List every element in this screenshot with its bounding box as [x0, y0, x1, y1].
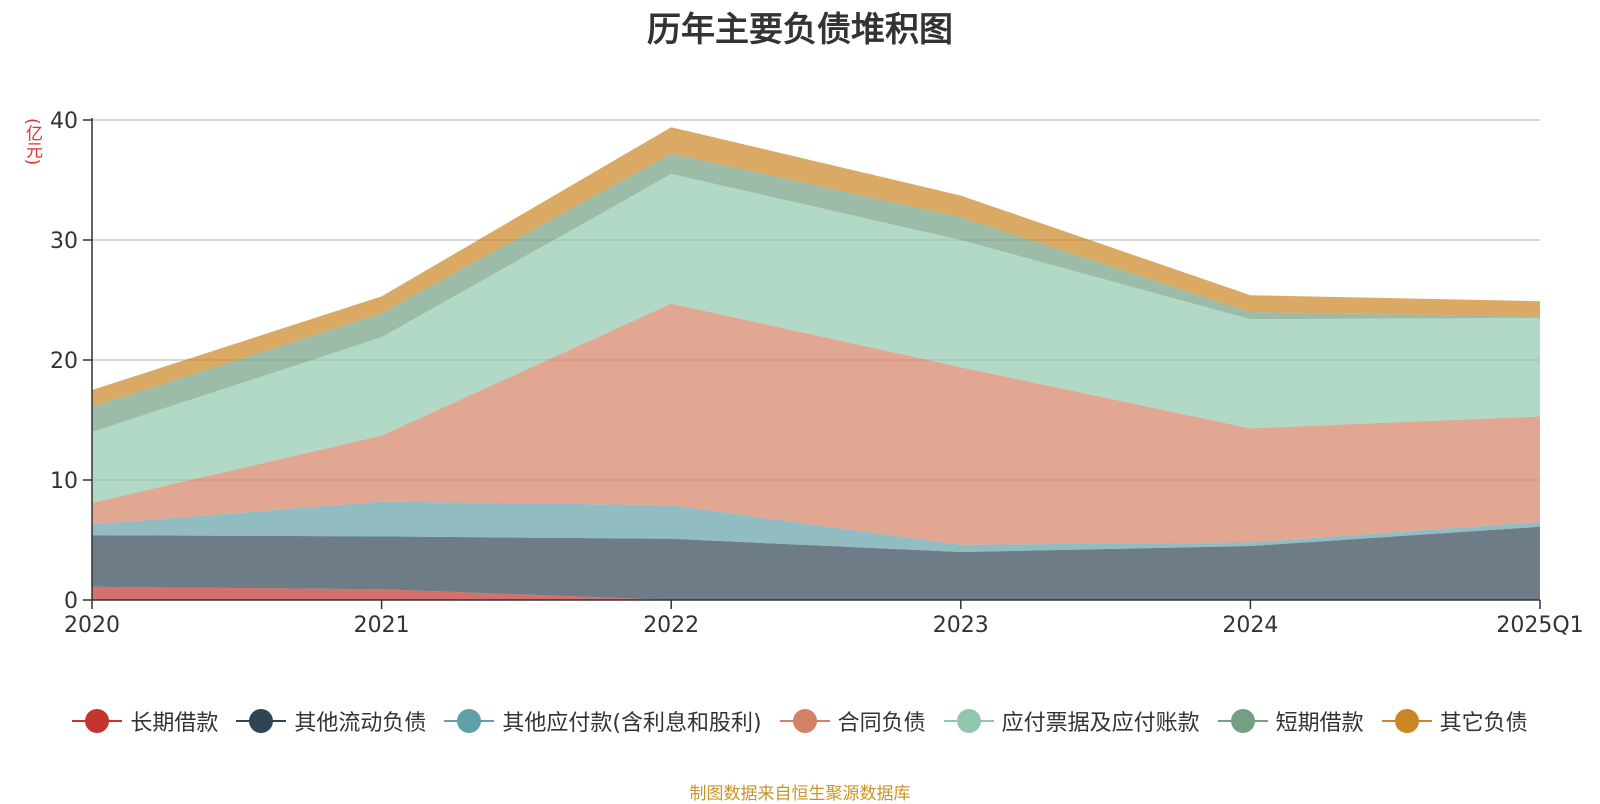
area-series-2 — [92, 526, 1540, 600]
legend-item-4[interactable]: 合同负债 — [779, 705, 926, 737]
legend-label: 其他应付款(含利息和股利) — [502, 711, 762, 736]
axes: 0 10 20 30 40 2020 2021 2022 2023 2024 2025Q1 — [50, 109, 1584, 638]
legend-label: 应付票据及应付账款 — [1001, 711, 1200, 736]
legend-marker-icon — [779, 708, 830, 734]
area-series-7 — [92, 127, 1540, 407]
area-series-5 — [92, 174, 1540, 503]
legend-marker-icon — [943, 708, 994, 734]
y-tick-label: 20 — [50, 349, 78, 374]
legend-label: 长期借款 — [130, 711, 219, 736]
y-tick-label: 30 — [50, 229, 78, 254]
legend-label: 其它负债 — [1439, 711, 1528, 736]
x-tick-label: 2022 — [643, 613, 699, 638]
legend-label: 合同负债 — [837, 711, 926, 736]
legend-marker-icon — [444, 708, 495, 734]
chart-legend: 长期借款 其他流动负债 其他应付款(含利息和股利) 合同负债 应付票据及应付账款 短期借款… — [0, 704, 1600, 738]
x-tick-label: 2020 — [64, 613, 120, 638]
chart-title: 历年主要负债堆积图 — [647, 10, 953, 50]
area-series-4 — [92, 303, 1540, 545]
area-series-layer — [92, 127, 1540, 600]
legend-marker-icon — [1381, 708, 1432, 734]
data-source-footer: 制图数据来自恒生聚源数据库 — [689, 784, 911, 804]
legend-label: 其他流动负债 — [294, 711, 427, 736]
area-series-1 — [92, 586, 1540, 600]
legend-marker-icon — [236, 708, 287, 734]
x-tick-label: 2024 — [1222, 613, 1278, 638]
area-series-3 — [92, 501, 1540, 552]
legend-marker-icon — [72, 708, 123, 734]
legend-item-6[interactable]: 短期借款 — [1217, 705, 1364, 737]
legend-item-5[interactable]: 应付票据及应付账款 — [943, 705, 1200, 737]
legend-marker-icon — [1217, 708, 1268, 734]
legend-item-3[interactable]: 其他应付款(含利息和股利) — [444, 705, 762, 737]
x-tick-label: 2025Q1 — [1496, 613, 1583, 638]
y-tick-label: 10 — [50, 469, 78, 494]
legend-item-7[interactable]: 其它负债 — [1381, 705, 1528, 737]
y-axis-unit-label: (亿元) — [22, 118, 42, 166]
legend-label: 短期借款 — [1275, 711, 1364, 736]
legend-item-1[interactable]: 长期借款 — [72, 705, 218, 737]
x-tick-label: 2021 — [354, 613, 410, 638]
y-tick-label: 0 — [64, 589, 78, 614]
legend-item-2[interactable]: 其他流动负债 — [236, 705, 426, 737]
y-tick-label: 40 — [50, 109, 78, 134]
stacked-area-chart: 0 10 20 30 40 2020 2021 2022 2023 2024 2025Q1 — [50, 109, 1584, 638]
x-tick-label: 2023 — [933, 613, 989, 638]
